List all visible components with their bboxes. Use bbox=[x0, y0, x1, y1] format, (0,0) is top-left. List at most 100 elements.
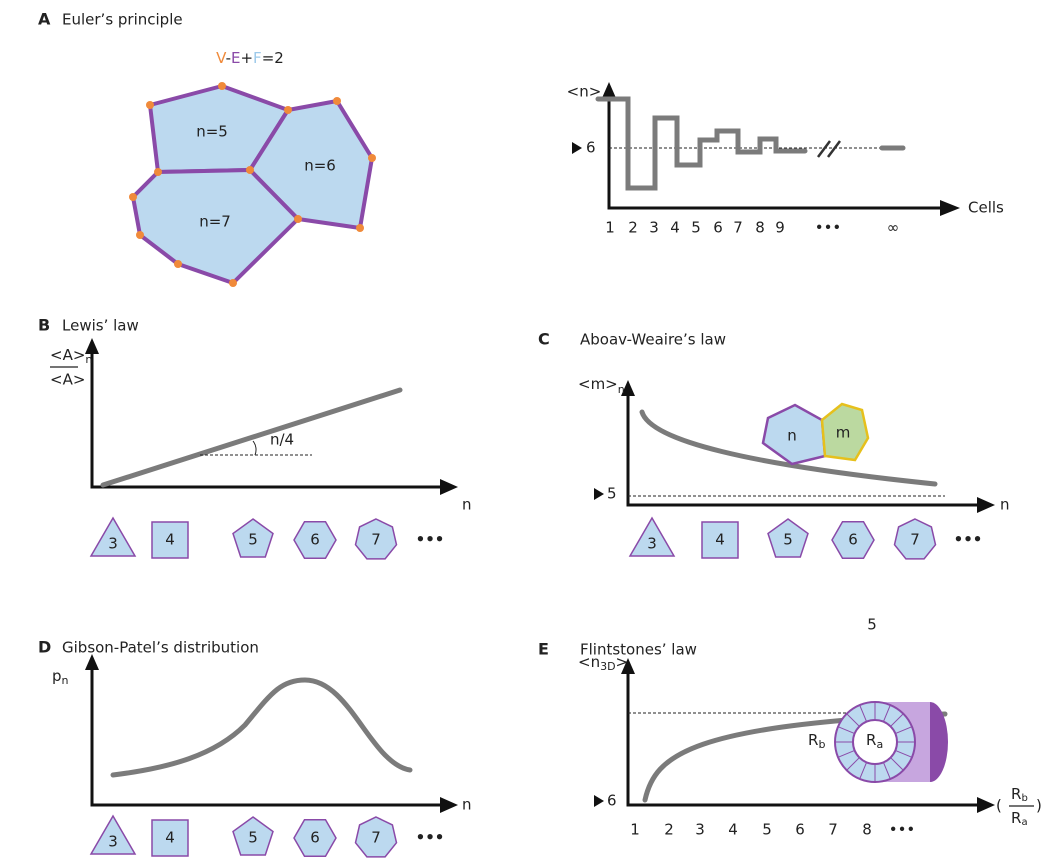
reference-label: 6 bbox=[586, 139, 596, 157]
trend-line bbox=[103, 390, 400, 485]
x-tick-label: 7 bbox=[828, 821, 838, 839]
arrow-head bbox=[977, 797, 995, 813]
marker bbox=[572, 142, 582, 154]
vertex bbox=[368, 154, 376, 162]
x-tick-label: 7 bbox=[733, 219, 743, 237]
shape-label: 3 bbox=[647, 535, 657, 553]
panel-letter: A bbox=[38, 10, 51, 29]
x-axis-label: ) bbox=[1036, 797, 1042, 815]
shape-label: 7 bbox=[371, 531, 381, 549]
cell-label: n bbox=[787, 427, 797, 445]
vertex bbox=[136, 231, 144, 239]
arrow-head bbox=[977, 497, 995, 513]
shape-label: ••• bbox=[416, 531, 445, 549]
x-tick-label: 3 bbox=[649, 219, 659, 237]
y-axis-label: <m>n bbox=[578, 375, 625, 397]
radius-label: Rb bbox=[808, 731, 825, 752]
shape-label: ••• bbox=[416, 829, 445, 847]
x-axis-label: ( bbox=[996, 797, 1002, 815]
x-tick-label: 5 bbox=[762, 821, 772, 839]
label-part: R bbox=[1011, 809, 1021, 827]
label-sub: b bbox=[818, 738, 825, 751]
shape-label: 7 bbox=[371, 829, 381, 847]
distribution-curve bbox=[113, 680, 410, 775]
x-tick-label: 8 bbox=[755, 219, 765, 237]
label-sub: n bbox=[85, 353, 92, 366]
shape-label: 3 bbox=[108, 535, 118, 553]
label-part: R bbox=[1011, 785, 1021, 803]
vertex bbox=[356, 224, 364, 232]
formula-f: F bbox=[253, 49, 262, 67]
x-axis-label: Ra bbox=[1011, 809, 1028, 829]
label-part: <A> bbox=[50, 346, 85, 364]
shape-label: 6 bbox=[310, 829, 320, 847]
x-tick-label: 9 bbox=[775, 219, 785, 237]
label-part: R bbox=[808, 731, 818, 749]
shape-label: 5 bbox=[783, 531, 793, 549]
label-part: p bbox=[52, 667, 62, 685]
cell-label: m bbox=[836, 424, 851, 442]
x-tick-label: 3 bbox=[695, 821, 705, 839]
label-part: <n bbox=[578, 653, 600, 671]
label-sub: b bbox=[1021, 793, 1027, 804]
shape-label: 6 bbox=[848, 531, 858, 549]
vertex bbox=[174, 260, 182, 268]
panel-title: Aboav-Weaire’s law bbox=[580, 331, 726, 349]
axis bbox=[92, 668, 445, 805]
x-tick-label: ∞ bbox=[887, 219, 900, 237]
x-tick-label: 4 bbox=[670, 219, 680, 237]
panel-title: Gibson-Patel’s distribution bbox=[62, 639, 259, 657]
formula-op: + bbox=[240, 49, 253, 67]
tube bbox=[835, 702, 948, 782]
vertex bbox=[146, 101, 154, 109]
x-axis-label: n bbox=[462, 796, 472, 814]
arrow-head bbox=[440, 797, 458, 813]
label-sub: a bbox=[1021, 817, 1027, 828]
reference-label: 6 bbox=[607, 792, 617, 810]
formula-rest: =2 bbox=[262, 49, 284, 67]
x-axis-label: n bbox=[462, 496, 472, 514]
cell-label: n=7 bbox=[199, 213, 231, 231]
shape-label: 5 bbox=[248, 829, 258, 847]
cell-label: n=6 bbox=[304, 157, 336, 175]
y-axis-label: pn bbox=[52, 667, 69, 688]
x-tick-label: ••• bbox=[815, 219, 842, 237]
x-tick-label: 6 bbox=[795, 821, 805, 839]
vertex bbox=[294, 215, 302, 223]
label-sub: n bbox=[618, 383, 625, 396]
slope-label: n/4 bbox=[270, 431, 294, 449]
label-sub: n bbox=[62, 674, 69, 687]
x-axis-label: n bbox=[1000, 496, 1010, 514]
x-tick-label: 2 bbox=[664, 821, 674, 839]
x-tick-label: 4 bbox=[728, 821, 738, 839]
angle-arc bbox=[253, 441, 256, 455]
panel-letter: B bbox=[38, 316, 50, 335]
label-part: R bbox=[866, 731, 876, 749]
label-part: > bbox=[616, 653, 629, 671]
page-number: 5 bbox=[867, 616, 877, 634]
vertex bbox=[246, 166, 254, 174]
x-tick-label: 1 bbox=[605, 219, 615, 237]
x-axis-label: Rb bbox=[1011, 785, 1028, 805]
cell-tiling bbox=[133, 86, 372, 283]
panel-title: Lewis’ law bbox=[62, 317, 139, 335]
shape-label: 6 bbox=[310, 531, 320, 549]
formula-e: E bbox=[231, 49, 240, 67]
arrow-head bbox=[602, 82, 616, 98]
x-tick-label: 6 bbox=[713, 219, 723, 237]
panel-letter: D bbox=[38, 638, 51, 657]
axis bbox=[92, 352, 445, 487]
staircase bbox=[598, 99, 805, 188]
arrow-head bbox=[940, 200, 960, 216]
y-axis-label: <A>n bbox=[50, 346, 92, 367]
vertex bbox=[333, 97, 341, 105]
arrow-head bbox=[440, 479, 458, 495]
label-sub: 3D bbox=[600, 660, 615, 673]
shape-label: 4 bbox=[165, 829, 175, 847]
axis-break bbox=[818, 141, 840, 157]
vertex bbox=[154, 168, 162, 176]
reference-label: 5 bbox=[607, 485, 617, 503]
shape-label: 3 bbox=[108, 833, 118, 851]
marker bbox=[594, 795, 604, 807]
x-tick-label: ••• bbox=[889, 821, 916, 839]
